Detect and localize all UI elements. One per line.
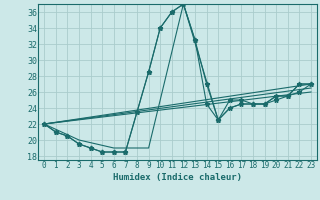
X-axis label: Humidex (Indice chaleur): Humidex (Indice chaleur) — [113, 173, 242, 182]
